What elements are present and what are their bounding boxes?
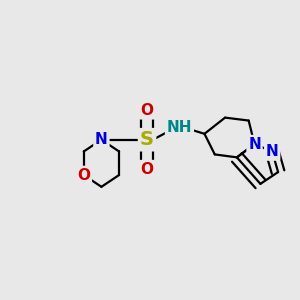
Text: NH: NH [167,120,192,135]
Text: O: O [141,103,154,118]
Text: O: O [77,167,90,182]
Text: N: N [248,136,261,152]
Text: O: O [141,162,154,177]
Text: S: S [140,130,154,149]
Text: N: N [266,144,279,159]
Text: N: N [95,132,108,147]
